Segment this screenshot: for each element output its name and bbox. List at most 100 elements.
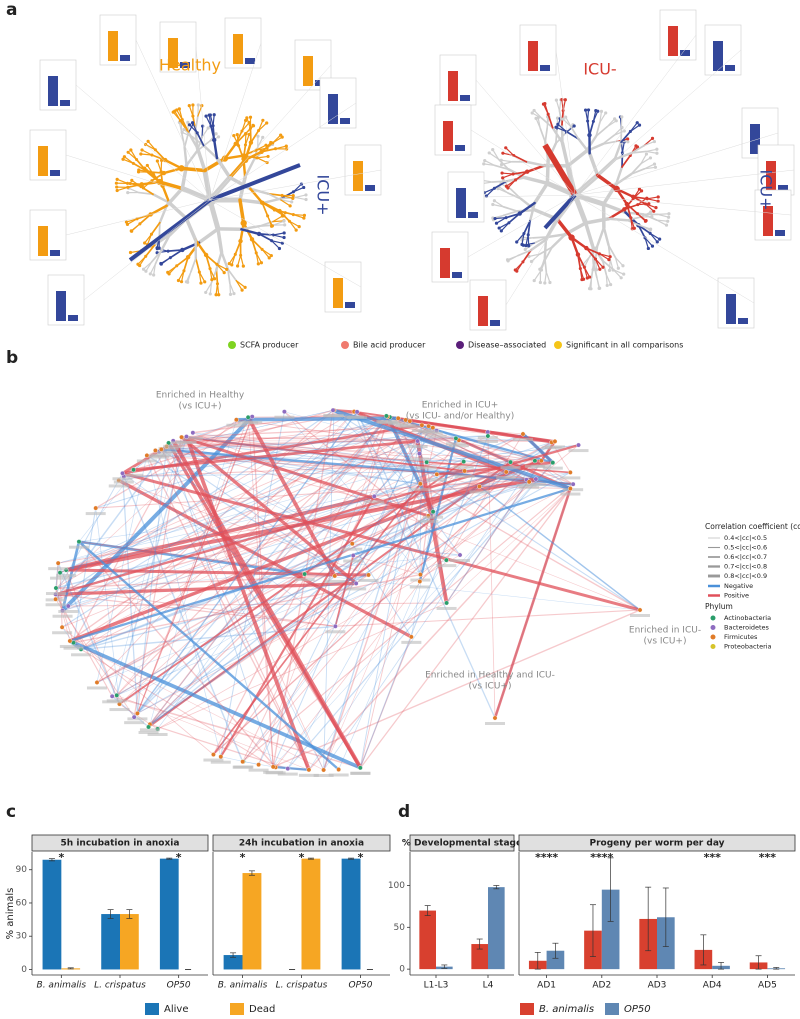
node: [180, 118, 184, 122]
edge: [445, 433, 524, 561]
error-bar: [248, 870, 255, 876]
leaf: [523, 247, 527, 252]
edge: [122, 471, 641, 612]
branch: [185, 271, 192, 283]
node-label: [423, 515, 444, 519]
branch: [235, 280, 243, 291]
inset-leader: [467, 194, 576, 258]
node-label: [182, 436, 203, 440]
node-label: [48, 567, 69, 571]
branch: [138, 169, 151, 173]
branch: [640, 211, 652, 218]
edge: [136, 416, 253, 714]
branch: [280, 199, 291, 207]
inset-leader: [83, 199, 211, 301]
edge: [96, 583, 357, 683]
bar: [42, 859, 62, 970]
branch: [183, 145, 188, 167]
branch: [570, 125, 580, 140]
edge: [455, 437, 574, 485]
branch: [582, 255, 591, 266]
branch: [522, 175, 550, 186]
edge: [116, 416, 391, 696]
branch: [215, 268, 219, 285]
branch: [550, 233, 567, 249]
node: [415, 438, 420, 444]
edge: [78, 540, 340, 771]
leaf: [586, 108, 591, 112]
branch: [148, 171, 165, 174]
leaf: [302, 213, 307, 217]
branch: [158, 204, 168, 224]
leaf: [554, 98, 558, 102]
node-label: [52, 631, 73, 635]
leaf: [530, 111, 534, 115]
branch: [493, 180, 508, 190]
branch: [544, 271, 547, 284]
legend-label: Proteobacteria: [724, 643, 772, 651]
legend-label: Significant in all comparisons: [566, 341, 683, 350]
inset-bar: [180, 62, 190, 68]
branch: [621, 141, 625, 154]
branch: [212, 138, 219, 160]
branch: [613, 151, 634, 161]
facet-strip: [31, 834, 209, 852]
edge: [96, 433, 524, 684]
edge: [166, 437, 456, 448]
leaf: [236, 264, 240, 268]
branch: [194, 115, 199, 131]
branch: [288, 220, 297, 231]
node-label: [232, 765, 253, 769]
y-tick-label: 30: [16, 932, 28, 942]
node-label: [147, 732, 168, 736]
branch: [656, 219, 668, 226]
legend-key: [230, 1003, 244, 1015]
x-tick-label: AD3: [648, 981, 667, 991]
edge: [66, 483, 421, 571]
branch: [532, 236, 549, 239]
edge: [136, 446, 168, 714]
node: [240, 219, 247, 227]
node: [302, 571, 308, 577]
error-bar: [126, 909, 133, 919]
branch: [505, 179, 517, 187]
legend-label: Actinobacteria: [724, 614, 771, 622]
edge: [73, 435, 489, 643]
branch: [151, 172, 165, 182]
node: [522, 231, 526, 236]
node: [233, 141, 238, 147]
leaf: [626, 137, 630, 141]
node: [643, 202, 648, 206]
node-label: [136, 459, 157, 463]
leaf: [492, 199, 497, 203]
significance: *: [299, 851, 305, 864]
branch: [130, 149, 138, 161]
leaf: [666, 219, 670, 223]
leaf: [121, 157, 125, 161]
branch: [185, 149, 199, 167]
edge: [119, 471, 507, 705]
node: [332, 623, 338, 629]
node: [259, 149, 264, 154]
node: [457, 552, 463, 558]
node-label: [342, 547, 363, 551]
branch: [525, 160, 546, 167]
node: [185, 255, 191, 260]
leaf: [200, 104, 204, 108]
leaf: [155, 246, 159, 250]
node: [218, 754, 224, 760]
node: [257, 129, 261, 133]
node: [462, 468, 468, 474]
branch: [626, 203, 639, 215]
branch: [194, 257, 201, 273]
bar: [242, 873, 262, 970]
branch: [512, 154, 528, 163]
error-bar: [476, 938, 483, 950]
node: [430, 509, 436, 515]
node-label: [346, 587, 367, 591]
leaf: [653, 165, 658, 169]
branch: [229, 282, 232, 295]
node: [146, 724, 151, 730]
significance: ***: [704, 851, 722, 864]
inset-bar: [68, 315, 78, 321]
